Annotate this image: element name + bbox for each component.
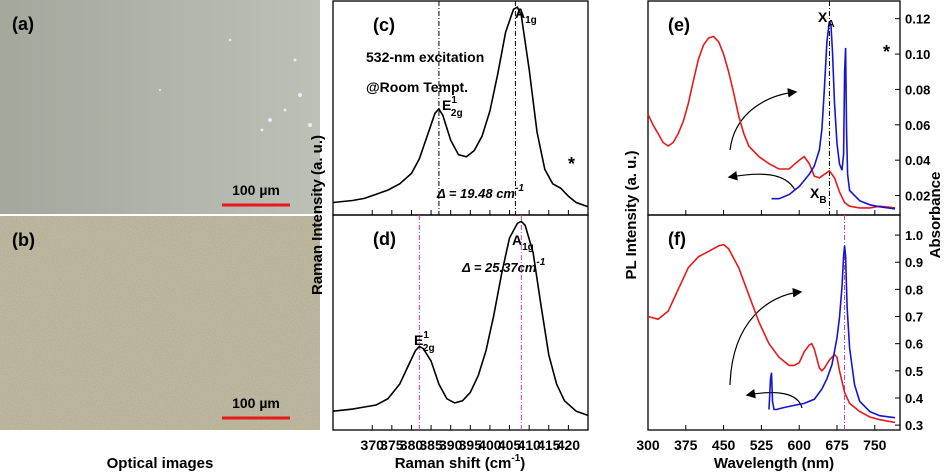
peak-label-sub: 1g bbox=[525, 15, 537, 26]
y2-tick-label: 1.0 bbox=[905, 228, 923, 243]
x-tick-label: 400 bbox=[478, 437, 502, 453]
note: 532-nm excitation bbox=[366, 49, 484, 65]
x-tick-label: 405 bbox=[498, 437, 522, 453]
asterisk: * bbox=[883, 42, 890, 62]
peak-label: A1g bbox=[515, 5, 537, 26]
note: @Room Tempt. bbox=[366, 79, 468, 95]
x-tick-label: 375 bbox=[674, 437, 698, 453]
panel-label: (b) bbox=[12, 230, 35, 250]
spectrum-line bbox=[768, 245, 896, 419]
y2-tick-label: 0.8 bbox=[905, 282, 923, 297]
peak-label-sub: 1g bbox=[522, 242, 534, 253]
delta-label-sup: -1 bbox=[515, 183, 524, 194]
y2-tick-label: 0.6 bbox=[905, 337, 923, 352]
spectrum-line bbox=[332, 6, 589, 208]
plot-frame bbox=[332, 214, 589, 431]
caption: Optical images bbox=[107, 455, 214, 472]
y2-tick-label: 0.04 bbox=[905, 153, 931, 168]
spectrum-line bbox=[647, 35, 896, 209]
x-tick-label: 380 bbox=[400, 437, 424, 453]
x-axis-label-sup: -1 bbox=[511, 453, 520, 464]
y2-tick-label: 0.3 bbox=[905, 418, 923, 433]
y2-tick-label: 0.5 bbox=[905, 364, 923, 379]
delta-label: Δ = 19.48 cm-1 bbox=[436, 183, 524, 201]
peak-label-text: X bbox=[818, 9, 828, 25]
peak-label-text: E bbox=[442, 97, 451, 113]
peak-label: E1 2g bbox=[414, 330, 435, 354]
panel-label: (a) bbox=[12, 14, 34, 34]
scale-bar-label: 100 µm bbox=[232, 182, 280, 198]
x-tick-label: 675 bbox=[825, 437, 849, 453]
specks bbox=[159, 38, 312, 132]
y2-tick-label: 0.12 bbox=[905, 12, 930, 27]
peak-label-sub: A bbox=[827, 19, 834, 30]
optical-texture bbox=[0, 215, 320, 430]
y2-tick-label: 0.7 bbox=[905, 310, 923, 325]
x-tick-label: 300 bbox=[636, 437, 660, 453]
peak-label: A1g bbox=[512, 232, 534, 253]
peak-label-sup: 1 bbox=[423, 330, 429, 341]
x-tick-label: 415 bbox=[537, 437, 561, 453]
panel-label: (e) bbox=[668, 15, 690, 35]
y-axis-label: PL Intensity (a. u.) bbox=[623, 151, 640, 280]
delta-label-text: Δ = 25.37cm bbox=[461, 260, 537, 275]
y2-tick-label: 0.06 bbox=[905, 118, 930, 133]
scale-bar-label: 100 µm bbox=[232, 395, 280, 411]
y2-tick-label: 0.08 bbox=[905, 82, 930, 97]
x-tick-label: 750 bbox=[863, 437, 887, 453]
x-axis-label-text: Raman shift (cm bbox=[395, 455, 512, 472]
x-axis-label: Wavelength (nm) bbox=[714, 455, 834, 472]
y2-tick-label: 0.9 bbox=[905, 255, 923, 270]
y2-axis-label: Absorbance bbox=[927, 172, 944, 259]
x-tick-label: 385 bbox=[419, 437, 443, 453]
x-axis-label: Raman shift (cm-1) bbox=[395, 453, 526, 472]
x-tick-label: 525 bbox=[750, 437, 774, 453]
x-tick-label: 375 bbox=[380, 437, 404, 453]
asterisk: * bbox=[568, 154, 575, 174]
x-tick-label: 600 bbox=[788, 437, 812, 453]
spectrum-line bbox=[647, 243, 896, 424]
peak-label-text: E bbox=[414, 332, 423, 348]
x-tick-label: 370 bbox=[361, 437, 385, 453]
delta-label-sup: -1 bbox=[536, 257, 545, 268]
x-tick-label: 420 bbox=[557, 437, 581, 453]
optical-image-a bbox=[0, 0, 320, 215]
panel-label: (f) bbox=[668, 229, 686, 249]
arrows bbox=[727, 88, 803, 409]
spectrum-line bbox=[332, 220, 589, 417]
x-axis-label-text: Wavelength (nm) bbox=[714, 455, 834, 472]
x-tick-label: 410 bbox=[517, 437, 541, 453]
y2-tick-label: 0.10 bbox=[905, 47, 930, 62]
peak-label-sub: B bbox=[819, 195, 826, 206]
panel-label: (c) bbox=[373, 15, 395, 35]
peak-label: E1 2g bbox=[442, 95, 463, 119]
peak-label-text: A bbox=[512, 232, 522, 248]
x-axis-label-tail: ) bbox=[520, 455, 525, 472]
peak-label: XA bbox=[818, 9, 835, 30]
peak-label-sub: 2g bbox=[451, 108, 463, 119]
peak-label-text: A bbox=[515, 5, 525, 21]
peak-label-sub: 2g bbox=[423, 343, 435, 354]
peak-label-sup: 1 bbox=[451, 95, 457, 106]
x-tick-label: 450 bbox=[712, 437, 736, 453]
delta-label-text: Δ = 19.48 cm bbox=[436, 186, 515, 201]
x-tick-label: 395 bbox=[459, 437, 483, 453]
panel-label: (d) bbox=[373, 229, 396, 249]
peak-label-text: X bbox=[810, 185, 820, 201]
y2-tick-label: 0.02 bbox=[905, 189, 930, 204]
peak-label: XB bbox=[810, 185, 827, 206]
spectrum-line bbox=[771, 21, 896, 210]
plot-frame bbox=[647, 214, 901, 431]
delta-label: Δ = 25.37cm-1 bbox=[461, 257, 546, 275]
y-axis-label: Raman Intensity (a. u.) bbox=[309, 135, 326, 295]
x-tick-label: 390 bbox=[439, 437, 463, 453]
y2-tick-label: 0.4 bbox=[905, 391, 924, 406]
